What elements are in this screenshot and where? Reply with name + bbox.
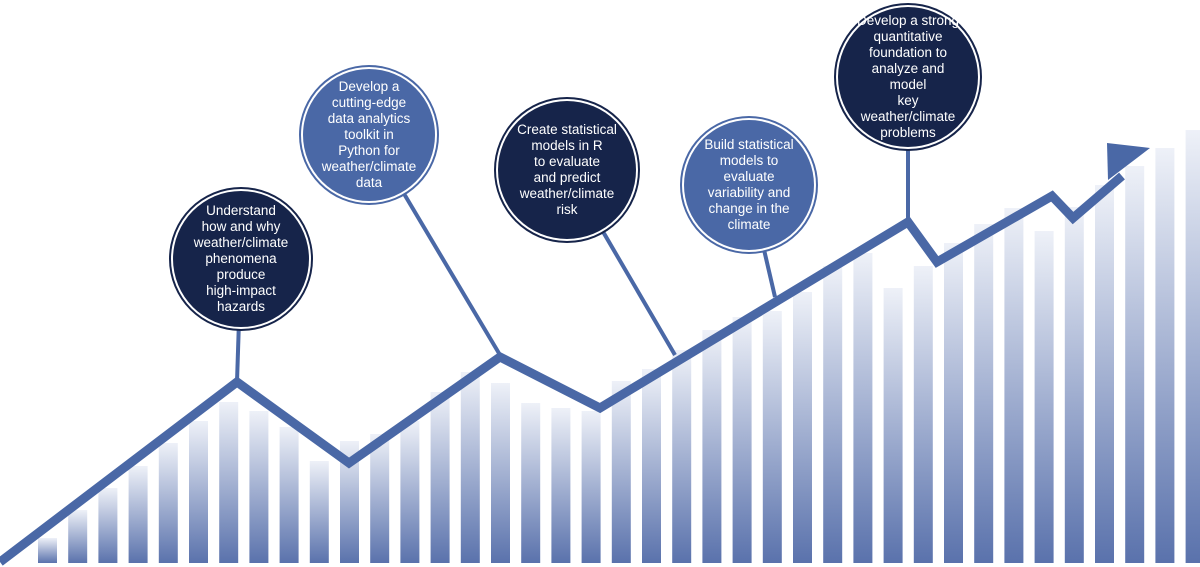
bar-column	[944, 243, 963, 563]
bar-column	[672, 350, 692, 563]
bar-column	[128, 466, 148, 563]
bar-column	[1004, 208, 1024, 563]
bar-column	[853, 253, 873, 563]
bar-column	[823, 266, 843, 563]
milestone-bubble-5: Develop a strong quantitative foundation…	[838, 7, 978, 147]
milestone-text: Build statistical models to evaluate var…	[704, 137, 794, 232]
bar-column	[38, 538, 57, 563]
milestone-bubble-4: Build statistical models to evaluate var…	[684, 120, 814, 250]
milestone-text: Develop a cutting-edge data analytics to…	[321, 79, 417, 190]
bar-column	[581, 411, 601, 563]
bar-column	[189, 421, 208, 563]
bar-column	[1034, 231, 1054, 563]
bar-column	[521, 403, 541, 563]
milestone-text: Develop a strong quantitative foundation…	[856, 13, 960, 140]
bar-column	[642, 369, 661, 563]
bar-column	[370, 434, 390, 563]
connector-line	[601, 231, 677, 357]
bar-column	[219, 402, 239, 563]
trend-line	[0, 172, 1125, 566]
bar-column	[702, 330, 722, 563]
bar-column	[279, 427, 299, 563]
bar-column	[68, 510, 88, 563]
connector-line	[235, 329, 241, 383]
trend-arrowhead	[1107, 143, 1150, 180]
bar-column	[762, 311, 782, 563]
bar-column	[400, 421, 420, 563]
milestone-text: Create statistical models in R to evalua…	[517, 122, 617, 217]
bar-column	[1185, 130, 1200, 563]
bar-column	[309, 461, 329, 563]
milestone-bubble-3: Create statistical models in R to evalua…	[498, 101, 636, 239]
bar-column	[1155, 148, 1175, 563]
bar-column	[1095, 185, 1114, 563]
bar-column	[611, 381, 631, 563]
bar-column	[1125, 166, 1145, 563]
connector-line	[402, 193, 502, 357]
bar-column	[249, 411, 269, 563]
bar-column	[460, 372, 480, 563]
bar-column	[551, 408, 571, 563]
bar-column	[158, 443, 178, 563]
milestone-bubble-1: Understand how and why weather/climate p…	[173, 191, 309, 327]
milestone-text: Understand how and why weather/climate p…	[193, 203, 289, 314]
bar-column	[883, 288, 903, 563]
bar-column	[1064, 207, 1084, 563]
bar-column	[98, 488, 118, 563]
bar-column	[974, 224, 994, 563]
bar-column	[732, 317, 752, 563]
milestone-connectors	[235, 150, 910, 383]
bar-column	[491, 383, 510, 563]
bar-column	[793, 292, 812, 563]
bar-column	[913, 266, 933, 563]
bar-columns	[38, 130, 1200, 563]
bar-column	[340, 441, 359, 563]
milestone-bubble-2: Develop a cutting-edge data analytics to…	[303, 69, 435, 201]
connector-line	[762, 250, 777, 298]
bar-column	[430, 392, 450, 563]
